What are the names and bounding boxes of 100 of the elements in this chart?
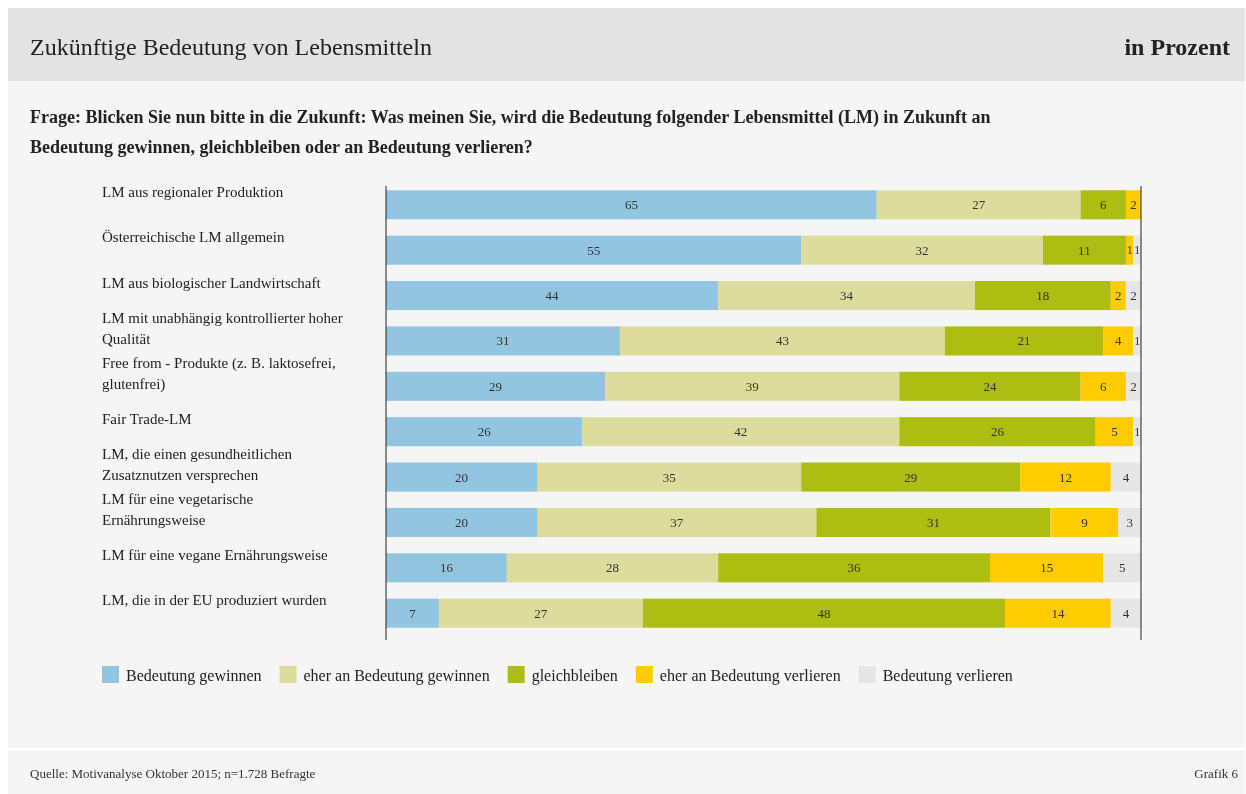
bar	[438, 598, 643, 628]
data-label: 1	[1134, 334, 1141, 349]
data-label: 32	[915, 242, 929, 258]
data-label: 35	[662, 469, 676, 485]
source-note: Quelle: Motivanalyse Oktober 2015; n=1.728 Befragte	[30, 766, 316, 781]
bar	[386, 462, 537, 492]
data-label: 2	[1130, 378, 1137, 394]
data-label: 34	[840, 288, 854, 304]
data-label: 42	[734, 424, 748, 440]
bar	[582, 417, 900, 447]
data-label: 28	[606, 560, 619, 576]
y-tick-label: LM für eine vegane Ernährungsweise	[102, 546, 329, 563]
bar	[718, 553, 990, 583]
bar	[386, 235, 802, 265]
bar	[1080, 371, 1126, 401]
bar	[974, 281, 1111, 311]
y-tick-label: Fair Trade-LM	[102, 410, 192, 427]
legend-label: Bedeutung verlieren	[882, 666, 1013, 685]
bar	[1110, 598, 1141, 628]
data-label: 12	[1059, 469, 1072, 485]
bar	[1050, 507, 1119, 537]
data-label: 26	[991, 424, 1005, 440]
bar	[537, 507, 817, 537]
data-label: 2	[1115, 288, 1122, 304]
bar	[386, 598, 439, 628]
legend-label: gleichbleiben	[531, 666, 618, 685]
bar	[1095, 417, 1134, 447]
data-label: 2	[1130, 197, 1137, 213]
text: Frage: Blicken Sie nun bitte in die Zukunft: Was meinen Sie, wird die Bedeutung folgender Lebensmittel (LM) in Zukunft an Bedeutung gewinnen, gleichbleiben oder an Bedeutung verlieren?	[30, 107, 991, 157]
text: Grafik 6	[1194, 766, 1239, 781]
bar	[990, 553, 1104, 583]
legend-label: eher an Bedeutung gewinnen	[303, 666, 490, 685]
data-label: 4	[1115, 333, 1123, 349]
bar	[816, 507, 1051, 537]
data-label: 1	[1126, 243, 1133, 258]
data-label: 4	[1122, 605, 1130, 621]
bar	[876, 190, 1081, 220]
bar	[1103, 553, 1141, 583]
y-tick-label: LM, die einen gesundheitlichen Zusatznutzen versprechen	[102, 446, 293, 484]
data-label: 44	[545, 288, 560, 304]
legend-label: eher an Bedeutung verlieren	[659, 666, 841, 685]
bar	[899, 371, 1081, 401]
chart-title: Zukünftige Bedeutung von Lebensmitteln	[30, 34, 432, 60]
bar	[604, 371, 900, 401]
bar	[899, 417, 1096, 447]
chart-subtitle: in Prozent	[1124, 34, 1230, 60]
bar	[620, 326, 945, 356]
data-label: 16	[439, 560, 454, 576]
y-tick-label: LM mit unabhängig kontrollierter hoher Qualität	[102, 309, 343, 347]
data-label: 7	[409, 605, 417, 621]
bar	[801, 235, 1043, 265]
bar	[1080, 190, 1126, 220]
bar	[718, 281, 975, 311]
y-tick-label: LM aus biologischer Landwirtschaft	[102, 274, 322, 291]
bar	[506, 553, 719, 583]
bar	[386, 281, 719, 311]
bar	[386, 553, 507, 583]
bar	[642, 598, 1006, 628]
y-tick-label: LM aus regionaler Produktion	[102, 183, 284, 200]
bar	[1110, 462, 1141, 492]
data-label: 27	[534, 605, 548, 621]
data-label: 2	[1130, 288, 1137, 304]
y-tick-label: Österreichische LM allgemein	[102, 229, 285, 246]
data-label: 20	[455, 515, 468, 530]
data-label: 31	[926, 515, 940, 530]
bar	[386, 371, 605, 401]
bar	[386, 326, 621, 356]
y-tick-label: LM, die in der EU produziert wurden	[102, 592, 328, 609]
data-label: 24	[983, 378, 997, 394]
data-label: 18	[1036, 288, 1050, 304]
y-tick-label: Free from - Produkte (z. B. laktosefrei, glutenfrei)	[102, 355, 336, 394]
data-label: 9	[1081, 515, 1088, 530]
data-label: 20	[455, 469, 468, 485]
data-label: 48	[817, 605, 831, 621]
data-label: 29	[904, 469, 918, 485]
bar	[386, 190, 877, 220]
data-label: 31	[496, 333, 510, 349]
bar	[801, 462, 1021, 492]
legend-label: Bedeutung gewinnen	[126, 666, 262, 685]
data-label: 3	[1126, 515, 1133, 530]
data-label: 39	[745, 378, 759, 394]
bar	[386, 417, 583, 447]
bar	[1103, 326, 1134, 356]
data-label: 6	[1100, 197, 1107, 213]
data-label: 26	[477, 424, 492, 440]
data-label: 5	[1118, 560, 1126, 576]
data-label: 36	[847, 560, 862, 576]
data-label: 14	[1051, 605, 1065, 621]
data-label: 5	[1111, 424, 1118, 440]
data-label: 15	[1040, 560, 1054, 576]
data-label: 21	[1017, 333, 1031, 349]
bar	[1005, 598, 1111, 628]
data-label: 1	[1134, 243, 1141, 258]
data-label: 11	[1078, 242, 1091, 258]
data-label: 4	[1122, 469, 1130, 485]
bar	[386, 507, 537, 537]
data-label: 65	[624, 197, 638, 213]
bar	[1110, 281, 1126, 311]
data-label: 1	[1134, 424, 1141, 439]
data-label: 6	[1100, 378, 1107, 394]
